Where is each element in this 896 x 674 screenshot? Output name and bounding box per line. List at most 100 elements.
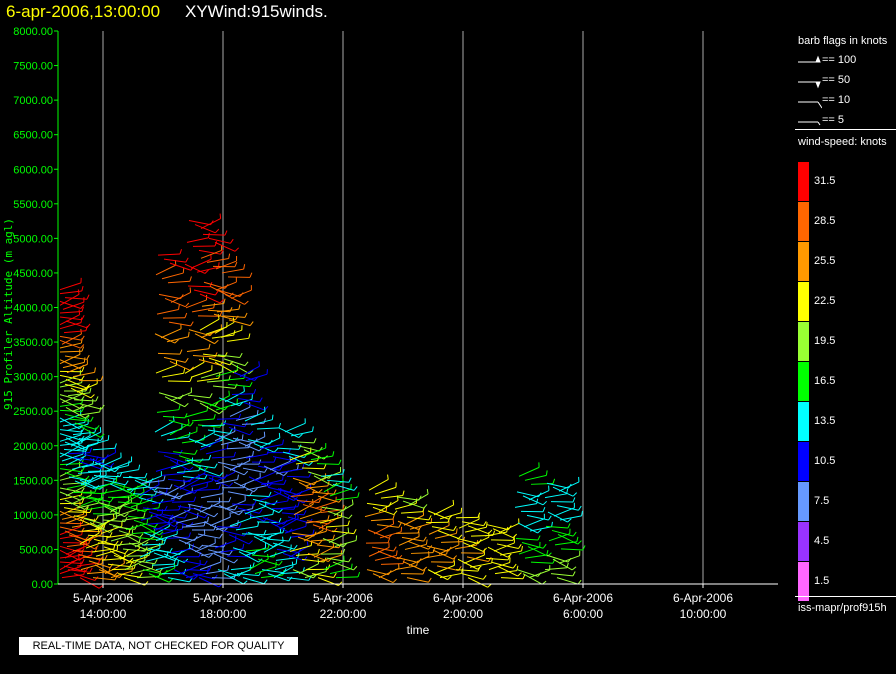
- wind-barb-shaft: [205, 569, 228, 575]
- wind-barb-shaft: [379, 531, 402, 539]
- wind-barb-shaft: [467, 577, 488, 588]
- wind-barb-shaft: [106, 465, 129, 471]
- wind-barb-flag: [94, 367, 96, 373]
- wind-barb-flag: [238, 413, 242, 419]
- wind-barb-flag: [104, 554, 108, 560]
- wind-barb-shaft: [59, 487, 82, 493]
- wind-barb-shaft: [402, 500, 424, 509]
- wind-barb-shaft: [59, 300, 81, 309]
- wind-barb-flag: [537, 529, 542, 534]
- wind-barb-flag: [288, 576, 293, 582]
- wind-barb-shaft: [202, 473, 225, 479]
- wind-barb-flag: [392, 578, 398, 583]
- speed-swatch: [798, 522, 809, 561]
- wind-barb-flag: [208, 454, 212, 460]
- wind-barb-shaft: [218, 504, 239, 516]
- wind-barb-shaft: [163, 258, 186, 263]
- wind-barb-shaft: [93, 538, 116, 546]
- wind-barb-shaft: [326, 557, 349, 563]
- wind-barb-shaft: [59, 335, 82, 341]
- wind-barb-flag: [80, 304, 85, 309]
- wind-barb-shaft: [166, 336, 189, 343]
- wind-barb-flag: [332, 534, 335, 540]
- wind-barb-flag: [189, 421, 194, 427]
- wind-barb-flag: [228, 253, 231, 259]
- wind-barb-flag: [342, 469, 345, 475]
- wind-barb-flag: [581, 510, 583, 516]
- wind-barb-shaft: [59, 402, 82, 407]
- wind-barb-flag: [215, 228, 220, 234]
- wind-barb-shaft: [335, 496, 358, 501]
- wind-barb-flag: [422, 566, 428, 571]
- wind-barb-shaft: [227, 491, 250, 497]
- wind-barb-shaft: [515, 538, 538, 541]
- wind-barb-shaft: [325, 524, 348, 528]
- wind-barb-shaft: [237, 507, 260, 514]
- wind-barb-flag: [542, 500, 548, 506]
- wind-barb-shaft: [241, 422, 264, 425]
- wind-barb-flag: [99, 406, 102, 413]
- wind-barb-flag: [477, 565, 482, 570]
- wind-barb-shaft: [304, 530, 327, 538]
- wind-barb-shaft: [217, 461, 240, 468]
- wind-barb-shaft: [139, 484, 160, 497]
- wind-barbs: [59, 213, 586, 589]
- wind-barb-flag: [189, 287, 192, 293]
- wind-barb-shaft: [61, 453, 84, 462]
- wind-barb-shaft: [297, 445, 320, 452]
- wind-barb-flag: [313, 438, 317, 444]
- wind-barb-shaft: [100, 457, 122, 467]
- wind-barb-shaft: [130, 499, 152, 508]
- wind-barb-flag: [243, 580, 248, 585]
- wind-barb-shaft: [95, 549, 118, 557]
- barb-legend-50: == 50: [822, 74, 851, 86]
- wind-barb-shaft: [368, 479, 389, 491]
- wind-barb-flag: [81, 467, 85, 472]
- wind-barb-shaft: [59, 526, 82, 533]
- wind-barb-shaft: [170, 461, 193, 470]
- wind-barb-flag: [264, 467, 268, 473]
- wind-barb-flag: [347, 520, 350, 526]
- barb-legend-100: == 100: [822, 54, 857, 66]
- wind-barb-flag: [318, 488, 323, 493]
- wind-barb-shaft: [223, 573, 244, 585]
- wind-barb-flag: [143, 512, 146, 518]
- wind-barb-shaft: [213, 553, 235, 564]
- wind-barb-shaft: [141, 480, 164, 484]
- wind-barb-flag: [238, 523, 242, 529]
- wind-barb-shaft: [466, 556, 489, 562]
- wind-barb-shaft: [59, 353, 81, 365]
- wind-barb-shaft: [62, 361, 85, 369]
- wind-barb-shaft: [187, 394, 210, 399]
- wind-barb-shaft: [181, 525, 204, 528]
- wind-barb-shaft: [167, 280, 190, 284]
- wind-barb-flag: [95, 425, 100, 430]
- y-tick-label: 4500.00: [13, 268, 53, 280]
- wind-barb-shaft: [398, 536, 420, 546]
- wind-barb-flag: [303, 510, 307, 516]
- wind-barb-shaft: [247, 439, 270, 445]
- wind-barb-shaft: [214, 241, 236, 252]
- wind-barb-flag: [392, 518, 395, 524]
- speed-swatch: [798, 442, 809, 481]
- wind-barb-shaft: [65, 437, 86, 449]
- wind-barb-shaft: [514, 503, 537, 508]
- wind-barb-shaft: [59, 359, 81, 370]
- wind-barb-flag: [214, 463, 218, 469]
- wind-barb-flag: [542, 506, 546, 512]
- wind-barb-shaft: [73, 515, 96, 522]
- wind-barb-flag: [173, 522, 179, 527]
- wind-barb-shaft: [175, 431, 197, 440]
- wind-barb-shaft: [185, 299, 207, 309]
- wind-barb-shaft: [161, 272, 184, 280]
- wind-barb-shaft: [493, 542, 515, 552]
- wind-barb-shaft: [215, 281, 237, 291]
- wind-barb-shaft: [380, 563, 404, 565]
- wind-barb-shaft: [376, 524, 399, 528]
- wind-barb-shaft: [250, 419, 273, 426]
- wind-barb-shaft: [364, 510, 387, 518]
- wind-barb-shaft: [191, 307, 214, 313]
- wind-barb-shaft: [516, 491, 539, 498]
- wind-barb-shaft: [366, 569, 389, 576]
- wind-barb-shaft: [61, 333, 82, 345]
